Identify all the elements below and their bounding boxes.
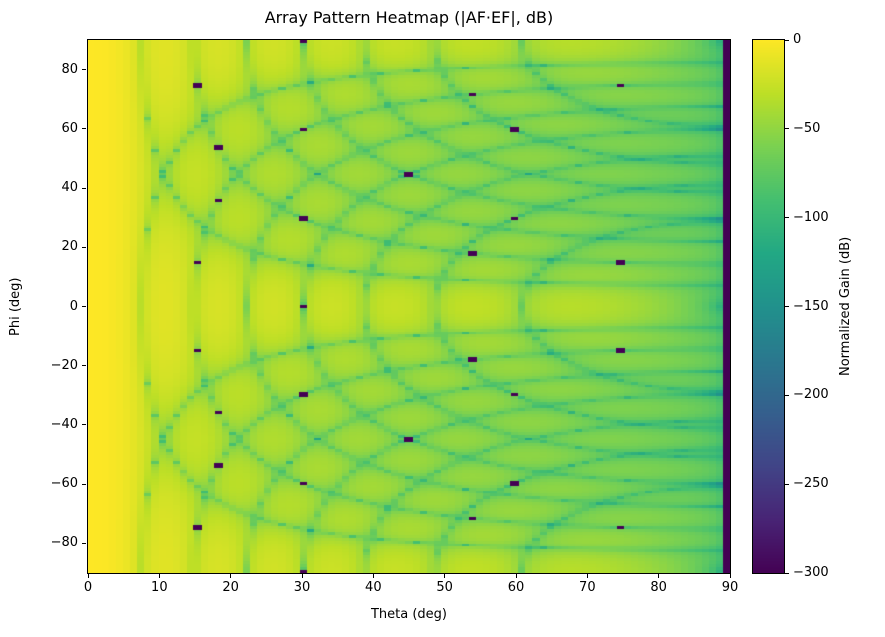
colorbar-tick [785, 483, 789, 485]
colorbar-tick-label: −50 [793, 120, 821, 136]
x-tick-label: 60 [507, 580, 525, 595]
chart-title: Array Pattern Heatmap (|AF·EF|, dB) [264, 8, 554, 27]
y-tick [82, 187, 86, 189]
y-tick [82, 128, 86, 130]
x-tick-label: 10 [151, 580, 168, 595]
y-tick-label: −60 [50, 476, 78, 492]
y-tick-label: −40 [50, 416, 78, 432]
x-tick-label: 0 [83, 580, 93, 595]
x-axis-label: Theta (deg) [370, 607, 448, 622]
colorbar-tick [785, 39, 789, 41]
x-tick-label: 30 [293, 580, 311, 595]
y-tick-label: 0 [69, 298, 78, 314]
colorbar-tick [785, 217, 789, 219]
colorbar-tick-label: −100 [793, 209, 829, 225]
colorbar-tick-label: −300 [793, 565, 829, 580]
x-tick [87, 574, 89, 578]
colorbar-tick-label: −150 [793, 298, 829, 314]
y-tick [82, 306, 86, 307]
x-tick [301, 574, 303, 578]
x-tick-label: 40 [365, 580, 382, 595]
colorbar-tick [785, 128, 789, 130]
x-tick [372, 574, 374, 578]
x-tick [230, 574, 232, 578]
y-tick [82, 69, 86, 71]
y-tick-label: 40 [61, 180, 78, 196]
y-tick-label: 60 [61, 120, 78, 136]
colorbar-tick [785, 572, 789, 574]
y-tick [82, 483, 86, 485]
x-tick-label: 20 [222, 580, 239, 595]
x-tick [586, 574, 588, 578]
colorbar-canvas [752, 39, 785, 574]
x-tick [515, 574, 517, 578]
x-tick [444, 574, 446, 578]
colorbar-tick [785, 306, 789, 307]
y-tick [82, 365, 86, 367]
y-tick-label: −20 [50, 357, 78, 373]
y-tick-label: −80 [50, 535, 78, 551]
y-tick [82, 542, 86, 544]
colorbar-tick-label: −250 [793, 476, 829, 492]
y-tick-label: 20 [61, 239, 78, 255]
colorbar-tick [785, 394, 789, 396]
heatmap-canvas [87, 39, 731, 574]
x-tick [729, 574, 731, 578]
y-tick [82, 424, 86, 426]
x-tick-label: 70 [579, 580, 596, 595]
x-tick [658, 574, 660, 578]
x-tick [158, 574, 160, 578]
y-tick-label: 80 [61, 61, 78, 77]
x-tick-label: 90 [721, 580, 739, 595]
x-tick-label: 80 [650, 580, 667, 595]
colorbar-tick-label: −200 [793, 387, 829, 403]
x-tick-label: 50 [436, 580, 453, 595]
y-tick [82, 246, 86, 248]
colorbar-tick-label: 0 [793, 32, 802, 47]
